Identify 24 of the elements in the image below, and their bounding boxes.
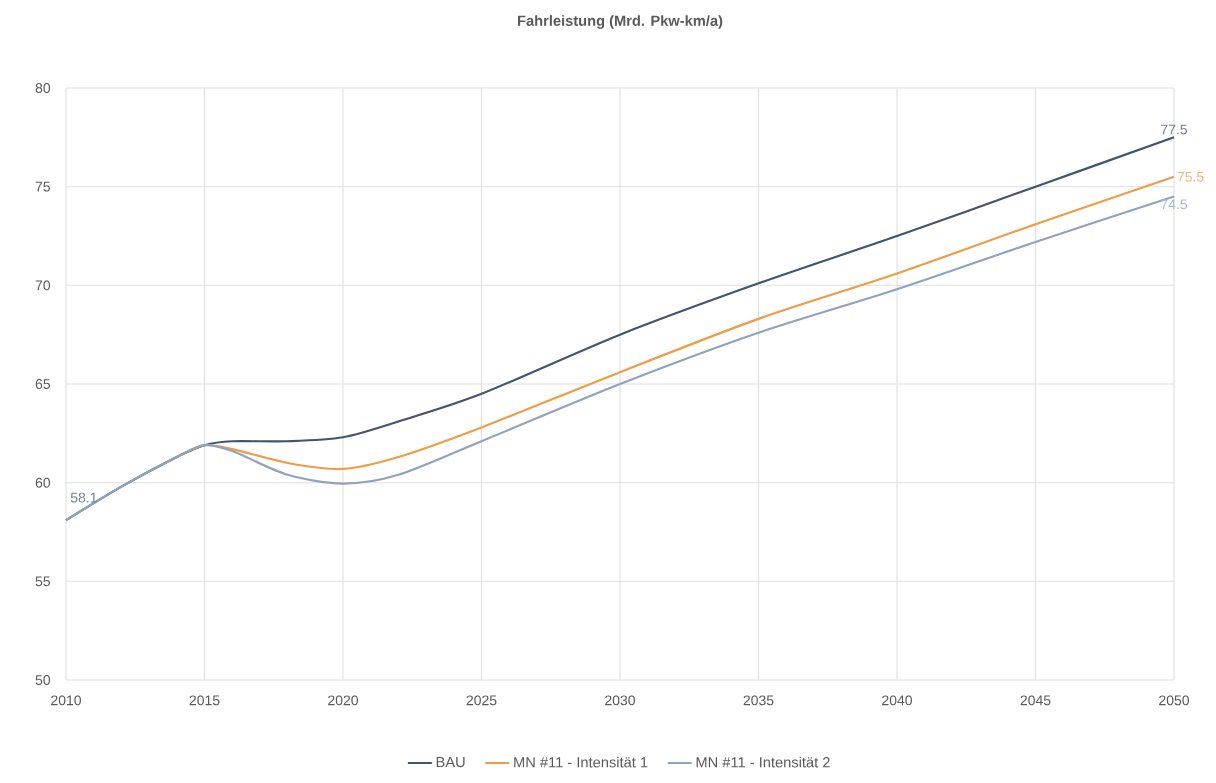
x-tick-label: 2020 — [328, 695, 359, 706]
y-tick-label: 60 — [35, 477, 51, 488]
x-tick-label: 2040 — [882, 695, 913, 706]
x-tick-label: 2050 — [1159, 695, 1190, 706]
legend-label: MN #11 - Intensität 2 — [696, 756, 830, 768]
x-tick-label: 2025 — [466, 695, 497, 706]
x-tick-label: 2015 — [189, 695, 220, 706]
x-tick-label: 2030 — [605, 695, 636, 706]
y-tick-label: 65 — [35, 379, 51, 389]
x-tick-label: 2045 — [1020, 695, 1051, 706]
data-label: 74.5 — [1161, 199, 1188, 210]
y-tick-label: 55 — [35, 576, 51, 587]
data-label: 58.1 — [70, 492, 97, 503]
x-tick-label: 2035 — [743, 695, 774, 706]
x-tick-label: 2010 — [51, 695, 82, 706]
legend-label: MN #11 - Intensität 1 — [514, 756, 648, 768]
data-label: 75.5 — [1177, 171, 1204, 182]
y-tick-label: 70 — [35, 280, 51, 291]
legend-label: BAU — [436, 756, 465, 768]
chart-title: Fahrleistung (Mrd. Pkw-km/a) — [518, 15, 723, 29]
y-tick-label: 80 — [35, 83, 51, 93]
y-tick-label: 75 — [35, 181, 51, 192]
data-label: 77.5 — [1161, 124, 1188, 135]
y-tick-label: 50 — [35, 675, 51, 685]
